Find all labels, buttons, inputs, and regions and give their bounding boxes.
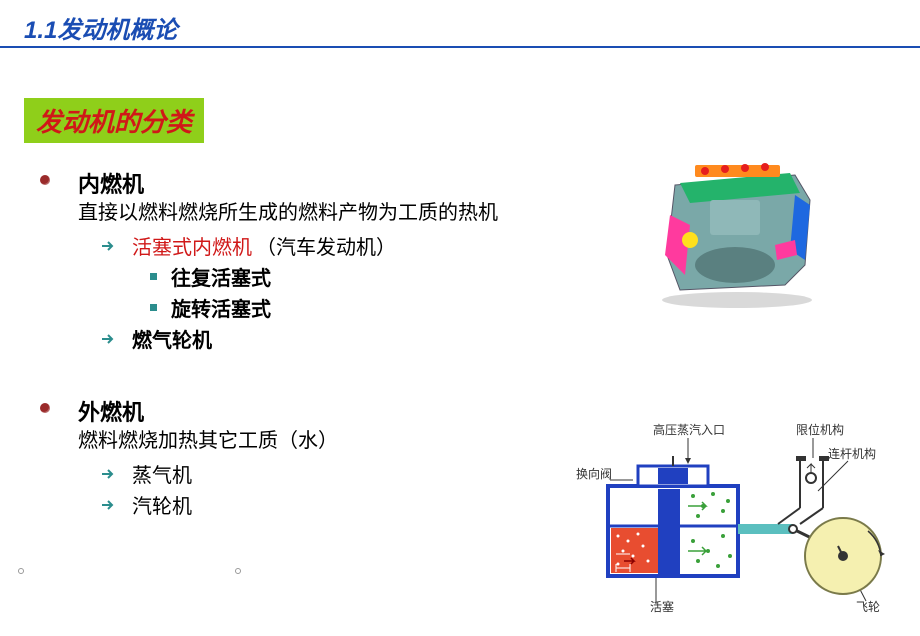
subsub-item: 旋转活塞式	[150, 293, 498, 322]
section-desc: 直接以燃料燃烧所生成的燃料产物为工质的热机	[78, 199, 498, 227]
sub-label: 活塞式内燃机	[132, 231, 252, 260]
sub-item: 蒸气机	[102, 459, 338, 488]
diagram-label-limiter: 限位机构	[796, 422, 844, 437]
diagram-label-valve: 换向阀	[576, 466, 612, 481]
banner-text: 发动机的分类	[36, 107, 192, 137]
sub-list: 蒸气机 汽轮机	[78, 459, 338, 519]
decoration-circle	[235, 568, 241, 574]
sub-item: 汽轮机	[102, 490, 338, 519]
section-title: 外燃机	[78, 395, 338, 427]
arrow-icon	[102, 499, 118, 511]
decoration-circle	[18, 568, 24, 574]
category-banner: 发动机的分类	[24, 98, 204, 143]
engine-image	[645, 135, 830, 310]
subsub-list: 往复活塞式 旋转活塞式	[102, 262, 498, 322]
diagram-label-flywheel: 飞轮	[856, 600, 880, 614]
sub-label: 汽轮机	[132, 490, 192, 519]
bullet-icon	[40, 403, 50, 413]
slide-header: 1.1发动机概论	[0, 0, 920, 48]
header-title: 1.1发动机概论	[24, 17, 177, 44]
section-block: 外燃机 燃料燃烧加热其它工质（水） 蒸气机 汽轮机	[78, 395, 338, 521]
arrow-icon	[102, 333, 118, 345]
arrow-icon	[102, 468, 118, 480]
sub-item: 燃气轮机	[102, 324, 498, 353]
diagram-label-linkage: 连杆机构	[828, 446, 876, 461]
sub-label: 燃气轮机	[132, 324, 212, 353]
arrow-icon	[102, 240, 118, 252]
subsub-label: 往复活塞式	[171, 262, 271, 291]
square-icon	[150, 273, 157, 280]
subsub-item: 往复活塞式	[150, 262, 498, 291]
sub-list: 活塞式内燃机 （汽车发动机） 往复活塞式 旋转活塞式	[78, 231, 498, 353]
section-title: 内燃机	[78, 167, 498, 199]
sub-label: 蒸气机	[132, 459, 192, 488]
section-desc: 燃料燃烧加热其它工质（水）	[78, 427, 338, 455]
square-icon	[150, 304, 157, 311]
diagram-label-piston: 活塞	[650, 599, 674, 614]
subsub-label: 旋转活塞式	[171, 293, 271, 322]
sub-paren: （汽车发动机）	[256, 231, 396, 260]
steam-engine-diagram: 换向阀 高压蒸汽入口 限位机构 连杆机构 活塞 飞轮	[538, 416, 908, 626]
bullet-icon	[40, 175, 50, 185]
diagram-label-inlet: 高压蒸汽入口	[653, 422, 725, 437]
section-block: 内燃机 直接以燃料燃烧所生成的燃料产物为工质的热机 活塞式内燃机 （汽车发动机）…	[78, 167, 498, 355]
sub-item: 活塞式内燃机 （汽车发动机）	[102, 231, 498, 260]
